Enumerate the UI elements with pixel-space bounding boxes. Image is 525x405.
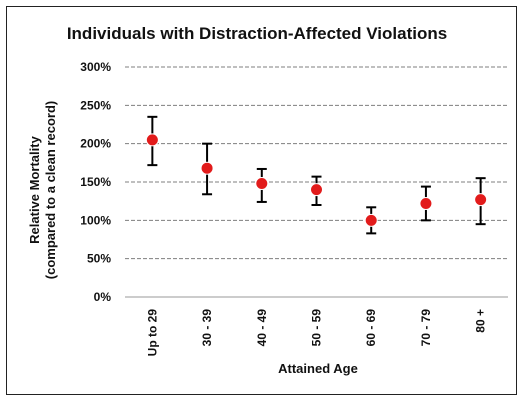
- data-point: [310, 183, 323, 197]
- data-point: [255, 177, 269, 191]
- x-tick-label: Up to 29: [145, 309, 159, 357]
- x-tick-label: 40 - 49: [255, 309, 269, 347]
- x-tick-label: 60 - 69: [364, 309, 378, 347]
- x-tick-label: 30 - 39: [200, 309, 214, 347]
- data-point: [419, 196, 433, 210]
- data-point: [364, 213, 378, 227]
- chart-svg: Individuals with Distraction-Affected Vi…: [27, 24, 508, 376]
- y-axis-title-line1: Relative Mortality: [27, 135, 42, 243]
- data-point: [200, 161, 214, 175]
- y-tick-label: 200%: [80, 137, 111, 151]
- chart-frame: Individuals with Distraction-Affected Vi…: [6, 6, 517, 395]
- x-tick-labels: Up to 29 30 - 39 40 - 49 50 - 59 60 - 69 70 -…: [145, 309, 487, 357]
- gridlines: [125, 66, 508, 298]
- data-marks: [145, 115, 488, 235]
- x-tick-label: 70 - 79: [419, 309, 433, 347]
- x-tick-label: 50 - 59: [310, 309, 324, 347]
- y-axis-title-line2: (compared to a clean record): [43, 101, 58, 279]
- data-point: [474, 193, 488, 207]
- data-point: [145, 133, 159, 147]
- y-tick-label: 150%: [80, 175, 111, 189]
- y-tick-label: 100%: [80, 213, 111, 227]
- y-tick-label: 300%: [80, 60, 111, 74]
- x-axis-title: Attained Age: [278, 361, 358, 376]
- chart-title: Individuals with Distraction-Affected Vi…: [67, 24, 447, 43]
- y-tick-label: 250%: [80, 98, 111, 112]
- y-tick-label: 0%: [94, 290, 112, 304]
- y-tick-labels: 0% 50% 100% 150% 200% 250% 300%: [80, 60, 111, 304]
- y-tick-label: 50%: [87, 252, 111, 266]
- x-tick-label: 80 +: [474, 309, 488, 333]
